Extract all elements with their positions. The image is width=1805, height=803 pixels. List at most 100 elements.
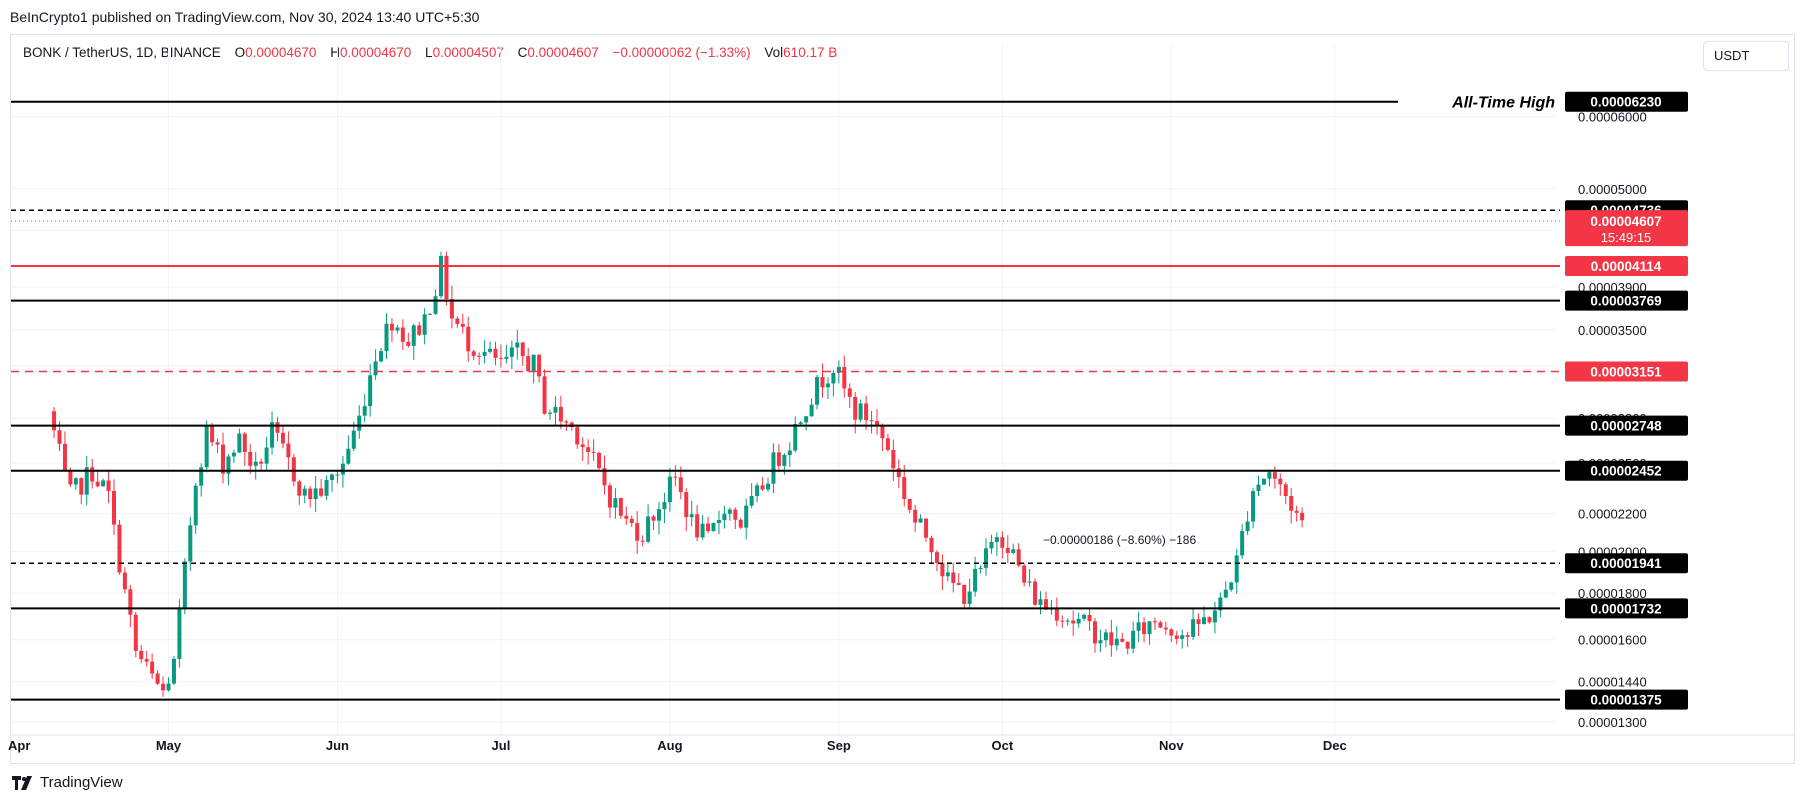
- candle-up: [379, 351, 384, 362]
- candle-down: [1163, 627, 1168, 630]
- candle-up: [978, 567, 983, 569]
- candle-up: [362, 406, 367, 416]
- candle-down: [929, 537, 934, 553]
- candle-down: [406, 341, 411, 346]
- candle-down: [444, 255, 449, 300]
- candle-up: [836, 366, 841, 373]
- candle-down: [1272, 472, 1277, 479]
- candle-up: [384, 323, 389, 352]
- candle-up: [831, 372, 836, 384]
- candle-up: [613, 498, 618, 508]
- candle-up: [324, 479, 329, 496]
- candle-up: [1038, 599, 1043, 605]
- candle-down: [924, 518, 929, 538]
- candle-up: [199, 467, 204, 486]
- candle-down: [112, 490, 116, 525]
- candle-up: [755, 485, 760, 496]
- candle-down: [1043, 599, 1048, 610]
- change-value: −0.00000062 (−1.33%): [612, 45, 751, 60]
- candle-down: [319, 488, 324, 496]
- candle-up: [657, 509, 661, 521]
- candle-down: [1033, 581, 1038, 605]
- candle-up: [270, 422, 275, 448]
- candle-down: [1294, 510, 1299, 513]
- low-label: L: [425, 45, 433, 60]
- candle-up: [771, 452, 776, 484]
- candle-down: [90, 467, 95, 482]
- candle-down: [956, 583, 961, 585]
- candle-up: [188, 525, 193, 562]
- level-label-text: 0.00001941: [1590, 556, 1662, 571]
- candle-down: [1054, 607, 1059, 621]
- candle-down: [297, 481, 302, 496]
- candle-up: [411, 325, 416, 346]
- currency-unit-button[interactable]: USDT: [1703, 41, 1789, 71]
- horizontal-levels: [11, 100, 1560, 701]
- candle-down: [1278, 478, 1283, 485]
- candle-up: [689, 514, 694, 518]
- candle-up: [1027, 581, 1032, 583]
- candle-down: [95, 481, 100, 487]
- current-price-box: [1565, 210, 1688, 247]
- candle-up: [264, 447, 269, 464]
- level-label-box: [1565, 290, 1688, 311]
- candle-up: [1065, 620, 1070, 622]
- candle-down: [57, 430, 62, 444]
- candle-down: [155, 673, 160, 684]
- candle-down: [907, 498, 912, 510]
- candle-down: [934, 552, 939, 563]
- candle-down: [248, 451, 253, 466]
- candle-down: [564, 421, 569, 423]
- candle-down: [684, 492, 689, 518]
- candle-down: [902, 477, 907, 499]
- candle-down: [1185, 635, 1190, 637]
- y-tick-label: 0.00001600: [1578, 633, 1647, 648]
- x-tick-label: Aug: [657, 738, 682, 753]
- candle-up: [182, 561, 187, 608]
- candle-up: [226, 456, 231, 474]
- open-value: 0.00004670: [245, 45, 317, 60]
- candle-up: [237, 433, 242, 453]
- candle-down: [575, 427, 580, 445]
- candle-up: [716, 520, 721, 523]
- candle-up: [984, 548, 988, 568]
- candle-down: [52, 411, 57, 431]
- tradingview-logo[interactable]: TradingView: [12, 774, 123, 791]
- candle-down: [673, 476, 678, 478]
- y-tick-label: 0.00001440: [1578, 674, 1647, 689]
- level-label-text: 0.00003151: [1590, 364, 1662, 379]
- high-value: 0.00004670: [339, 45, 412, 60]
- candle-up: [335, 474, 340, 476]
- candle-down: [215, 442, 220, 445]
- candle-down: [389, 323, 394, 331]
- candle-down: [242, 433, 247, 452]
- level-label-text: 0.00001732: [1590, 601, 1661, 616]
- candle-up: [171, 658, 176, 684]
- candle-up: [711, 522, 716, 532]
- candle-up: [1229, 582, 1234, 590]
- measure-annotation: −0.00000186 (−8.60%) −186: [1043, 533, 1196, 547]
- candle-up: [488, 348, 493, 352]
- x-tick-label: Jul: [492, 738, 511, 753]
- candle-up: [1082, 614, 1087, 619]
- candle-up: [193, 485, 198, 526]
- candle-up: [1191, 619, 1196, 637]
- candle-down: [117, 524, 122, 573]
- candle-down: [1289, 496, 1294, 511]
- candle-down: [62, 443, 67, 471]
- candle-down: [1283, 484, 1288, 497]
- level-label-box: [1565, 415, 1688, 436]
- publisher-caption: BeInCrypto1 published on TradingView.com…: [10, 9, 480, 25]
- candle-up: [509, 347, 514, 357]
- candle-up: [1180, 635, 1185, 639]
- level-label-text: 0.00004114: [1591, 259, 1662, 274]
- vol-value: 610.17 B: [783, 45, 838, 60]
- candle-down: [624, 515, 629, 519]
- x-tick-label: Jun: [326, 738, 349, 753]
- candle-down: [875, 421, 879, 426]
- candle-down: [1300, 512, 1305, 521]
- symbol-name[interactable]: BONK / TetherUS, 1D, BINANCE: [23, 45, 221, 60]
- chart-frame: [10, 34, 1795, 764]
- candle-down: [640, 540, 645, 542]
